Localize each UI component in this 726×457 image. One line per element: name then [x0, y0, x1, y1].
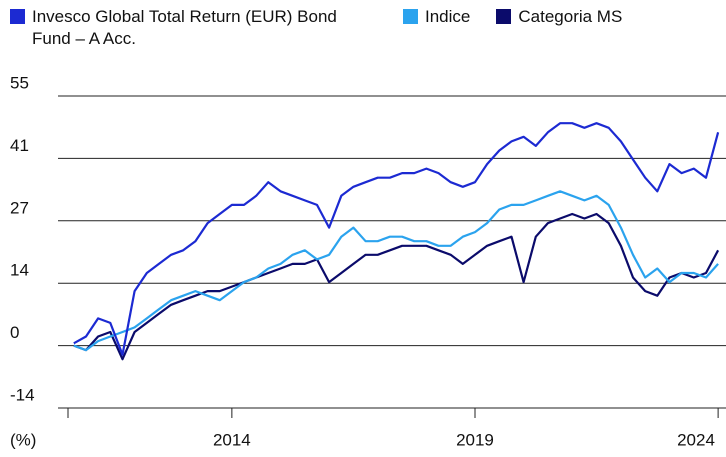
legend-label: Categoria MS	[518, 7, 623, 26]
y-tick-label: 41	[10, 136, 29, 155]
y-tick-label: 14	[10, 261, 29, 280]
series-line	[73, 122, 720, 356]
legend-swatch	[496, 9, 512, 24]
legend-item: Indice	[403, 6, 470, 50]
legend-swatch	[10, 9, 25, 24]
legend: Invesco Global Total Return (EUR) Bond F…	[10, 6, 648, 50]
y-axis-label: (%)	[10, 430, 36, 449]
series-line	[73, 212, 720, 361]
legend-label: Invesco Global Total Return (EUR) Bond F…	[32, 7, 337, 48]
legend-label: Indice	[425, 7, 471, 26]
y-tick-label: 0	[10, 323, 19, 342]
y-tick-label: 55	[10, 73, 29, 92]
legend-swatch	[403, 9, 418, 24]
x-tick-label: 2014	[213, 430, 251, 449]
series-line	[73, 190, 719, 352]
x-tick-label: 2024	[677, 430, 715, 449]
y-tick-label: -14	[10, 385, 35, 404]
legend-item: Invesco Global Total Return (EUR) Bond F…	[10, 6, 377, 50]
y-tick-label: 27	[10, 198, 29, 217]
x-tick-label: 2019	[456, 430, 494, 449]
legend-item: Categoria MS	[496, 6, 622, 50]
